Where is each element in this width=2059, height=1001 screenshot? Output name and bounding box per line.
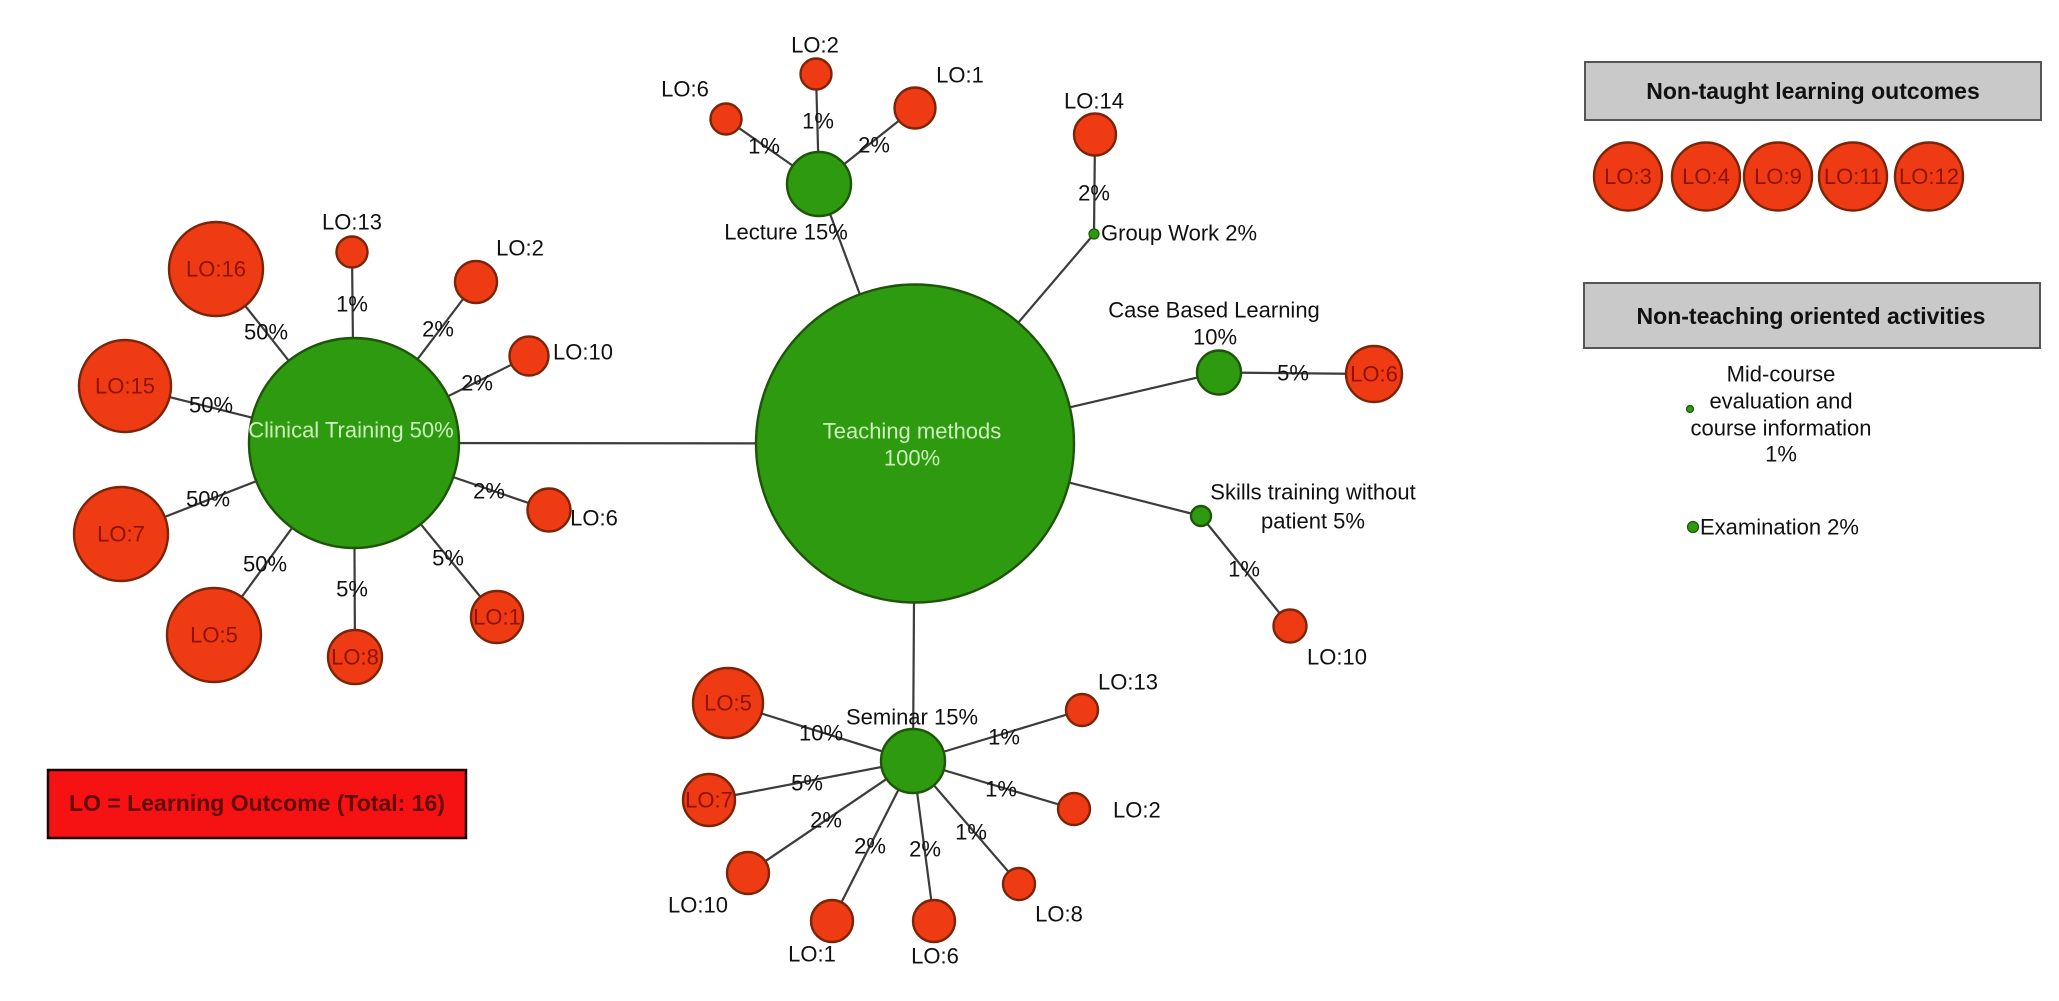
svg-text:LO:1: LO:1 <box>936 63 984 88</box>
svg-text:LO:6: LO:6 <box>570 506 618 531</box>
svg-text:patient 5%: patient 5% <box>1261 509 1365 534</box>
svg-text:LO:4: LO:4 <box>1682 164 1730 189</box>
svg-text:LO:5: LO:5 <box>190 623 238 648</box>
svg-text:1%: 1% <box>985 777 1017 802</box>
svg-text:Teaching methods: Teaching methods <box>823 419 1002 444</box>
svg-text:LO:9: LO:9 <box>1754 164 1802 189</box>
svg-text:1%: 1% <box>336 292 368 317</box>
svg-text:2%: 2% <box>473 479 505 504</box>
svg-text:2%: 2% <box>810 808 842 833</box>
svg-text:1%: 1% <box>955 820 987 845</box>
svg-text:LO:1: LO:1 <box>788 942 836 967</box>
svg-text:50%: 50% <box>186 487 230 512</box>
svg-text:1%: 1% <box>1228 557 1260 582</box>
svg-text:LO:6: LO:6 <box>661 77 709 102</box>
svg-text:Group Work 2%: Group Work 2% <box>1101 221 1257 246</box>
svg-text:LO:15: LO:15 <box>95 374 155 399</box>
svg-text:LO:11: LO:11 <box>1824 164 1882 189</box>
svg-text:Non-taught learning outcomes: Non-taught learning outcomes <box>1646 78 1980 104</box>
svg-text:LO:12: LO:12 <box>1899 164 1959 189</box>
svg-text:Lecture 15%: Lecture 15% <box>724 220 848 245</box>
svg-text:10%: 10% <box>1193 325 1237 350</box>
svg-text:course information: course information <box>1691 416 1872 441</box>
svg-text:evaluation and: evaluation and <box>1709 389 1852 414</box>
svg-text:LO:10: LO:10 <box>668 893 728 918</box>
svg-text:LO:2: LO:2 <box>496 236 544 261</box>
svg-text:LO:16: LO:16 <box>186 257 246 282</box>
svg-text:100%: 100% <box>884 446 940 471</box>
svg-text:LO:7: LO:7 <box>97 522 145 547</box>
svg-text:5%: 5% <box>432 546 464 571</box>
svg-text:5%: 5% <box>336 577 368 602</box>
svg-text:LO:2: LO:2 <box>1113 798 1161 823</box>
svg-text:LO = Learning Outcome (Total:: LO = Learning Outcome (Total: 16) <box>69 790 445 816</box>
svg-text:50%: 50% <box>244 320 288 345</box>
svg-text:1%: 1% <box>988 725 1020 750</box>
svg-text:Examination 2%: Examination 2% <box>1700 515 1859 540</box>
svg-text:LO:10: LO:10 <box>1307 645 1367 670</box>
svg-text:2%: 2% <box>858 133 890 158</box>
svg-text:LO:7: LO:7 <box>685 788 733 813</box>
svg-text:2%: 2% <box>1078 181 1110 206</box>
svg-text:LO:3: LO:3 <box>1604 164 1652 189</box>
svg-text:LO:6: LO:6 <box>1350 362 1398 387</box>
svg-text:Seminar 15%: Seminar 15% <box>846 705 978 730</box>
svg-text:LO:10: LO:10 <box>553 340 613 365</box>
svg-text:Mid-course: Mid-course <box>1727 362 1836 387</box>
svg-text:LO:13: LO:13 <box>322 210 382 235</box>
svg-text:1%: 1% <box>748 134 780 159</box>
svg-text:LO:1: LO:1 <box>473 605 521 630</box>
svg-text:Clinical Training 50%: Clinical Training 50% <box>248 418 453 443</box>
svg-text:Case Based Learning: Case Based Learning <box>1108 298 1320 323</box>
svg-text:Skills training without: Skills training without <box>1210 480 1415 505</box>
svg-text:5%: 5% <box>791 771 823 796</box>
svg-text:5%: 5% <box>1277 361 1309 386</box>
svg-text:1%: 1% <box>802 109 834 134</box>
svg-text:LO:6: LO:6 <box>911 944 959 969</box>
svg-text:2%: 2% <box>854 834 886 859</box>
svg-text:LO:5: LO:5 <box>704 691 752 716</box>
svg-text:Non-teaching oriented activiti: Non-teaching oriented activities <box>1637 303 1986 329</box>
svg-text:50%: 50% <box>243 552 287 577</box>
svg-text:LO:13: LO:13 <box>1098 670 1158 695</box>
svg-text:2%: 2% <box>461 371 493 396</box>
svg-text:10%: 10% <box>799 721 843 746</box>
svg-text:50%: 50% <box>189 393 233 418</box>
svg-text:LO:8: LO:8 <box>331 645 379 670</box>
svg-text:LO:14: LO:14 <box>1064 89 1124 114</box>
svg-text:LO:2: LO:2 <box>791 33 839 58</box>
svg-text:2%: 2% <box>909 837 941 862</box>
svg-text:LO:8: LO:8 <box>1035 902 1083 927</box>
svg-text:1%: 1% <box>1765 442 1797 467</box>
svg-text:2%: 2% <box>422 317 454 342</box>
